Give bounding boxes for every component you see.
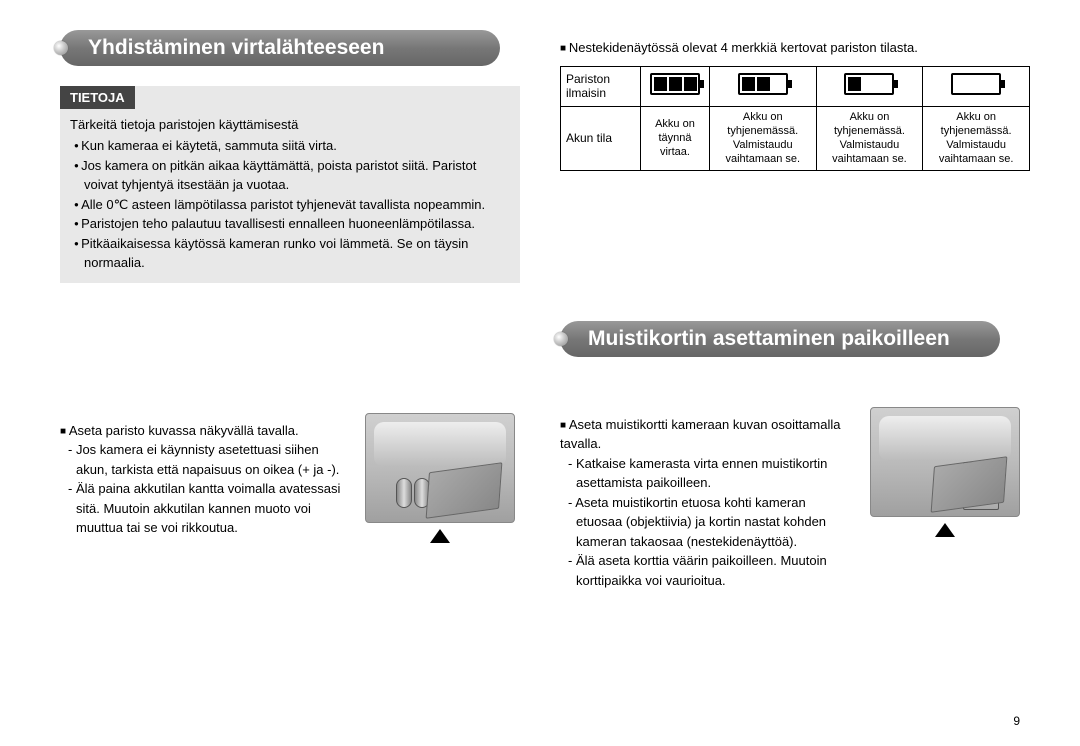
info-bullet: Pitkäaikaisessa käytössä kameran runko v… [72,234,510,273]
info-box: TIETOJA Tärkeitä tietoja paristojen käyt… [60,86,520,283]
battery-insert-text: Aseta paristo kuvassa näkyvällä tavalla.… [60,421,350,538]
card-sub: - Aseta muistikortin etuosa kohti kamera… [560,493,855,552]
battery-icon-cell [709,66,816,106]
battery-status-cell: Akku on tyhjenemässä. Valmistaudu vaihta… [816,106,923,170]
card-sub: - Katkaise kamerasta virta ennen muistik… [560,454,855,493]
battery-cylinders-icon [396,478,436,510]
camera-battery-illustration [365,413,515,523]
table-row-label: Pariston ilmaisin [561,66,641,106]
section-header-power: Yhdistäminen virtalähteeseen [60,30,500,66]
sd-card-icon [963,462,999,510]
section-title: Muistikortin asettaminen paikoilleen [588,327,950,350]
info-bullet-list: Kun kameraa ei käytetä, sammuta siitä vi… [60,136,520,273]
table-row-label: Akun tila [561,106,641,170]
card-lead: Aseta muistikortti kameraan kuvan osoitt… [560,415,855,454]
arrow-up-icon [430,529,450,543]
page-number: 9 [1013,714,1020,728]
battery-two-icon [738,73,788,95]
battery-status-cell: Akku on tyhjenemässä. Valmistaudu vaihta… [923,106,1030,170]
info-subtitle: Tärkeitä tietoja paristojen käyttämisest… [60,109,520,136]
battery-lead: Aseta paristo kuvassa näkyvällä tavalla. [60,421,350,441]
battery-icon-cell [923,66,1030,106]
lcd-note: Nestekidenäytössä olevat 4 merkkiä kerto… [560,38,1020,58]
info-label: TIETOJA [60,86,135,109]
battery-icon-cell [816,66,923,106]
battery-sub: - Älä paina akkutilan kantta voimalla av… [60,479,350,538]
card-illustration-wrap [870,407,1020,537]
camera-card-illustration [870,407,1020,517]
section-header-memory: Muistikortin asettaminen paikoilleen [560,321,1000,357]
info-bullet: Jos kamera on pitkän aikaa käyttämättä, … [72,156,510,195]
arrow-up-icon [935,523,955,537]
section-title: Yhdistäminen virtalähteeseen [88,36,384,59]
battery-status-cell: Akku on tyhjenemässä. Valmistaudu vaihta… [709,106,816,170]
battery-full-icon [650,73,700,95]
card-insert-text: Aseta muistikortti kameraan kuvan osoitt… [560,415,855,591]
battery-icon-cell [641,66,710,106]
battery-sub: - Jos kamera ei käynnisty asetettuasi si… [60,440,350,479]
info-bullet: Alle 0℃ asteen lämpötilassa paristot tyh… [72,195,510,215]
battery-status-table: Pariston ilmaisin Akun tila Akku on täyn… [560,66,1030,171]
info-bullet: Kun kameraa ei käytetä, sammuta siitä vi… [72,136,510,156]
lcd-note-text: Nestekidenäytössä olevat 4 merkkiä kerto… [560,38,1020,58]
info-bullet: Paristojen teho palautuu tavallisesti en… [72,214,510,234]
battery-illustration-wrap [365,413,515,543]
card-sub: - Älä aseta korttia väärin paikoilleen. … [560,551,855,590]
battery-status-cell: Akku on täynnä virtaa. [641,106,710,170]
battery-empty-icon [951,73,1001,95]
battery-one-icon [844,73,894,95]
